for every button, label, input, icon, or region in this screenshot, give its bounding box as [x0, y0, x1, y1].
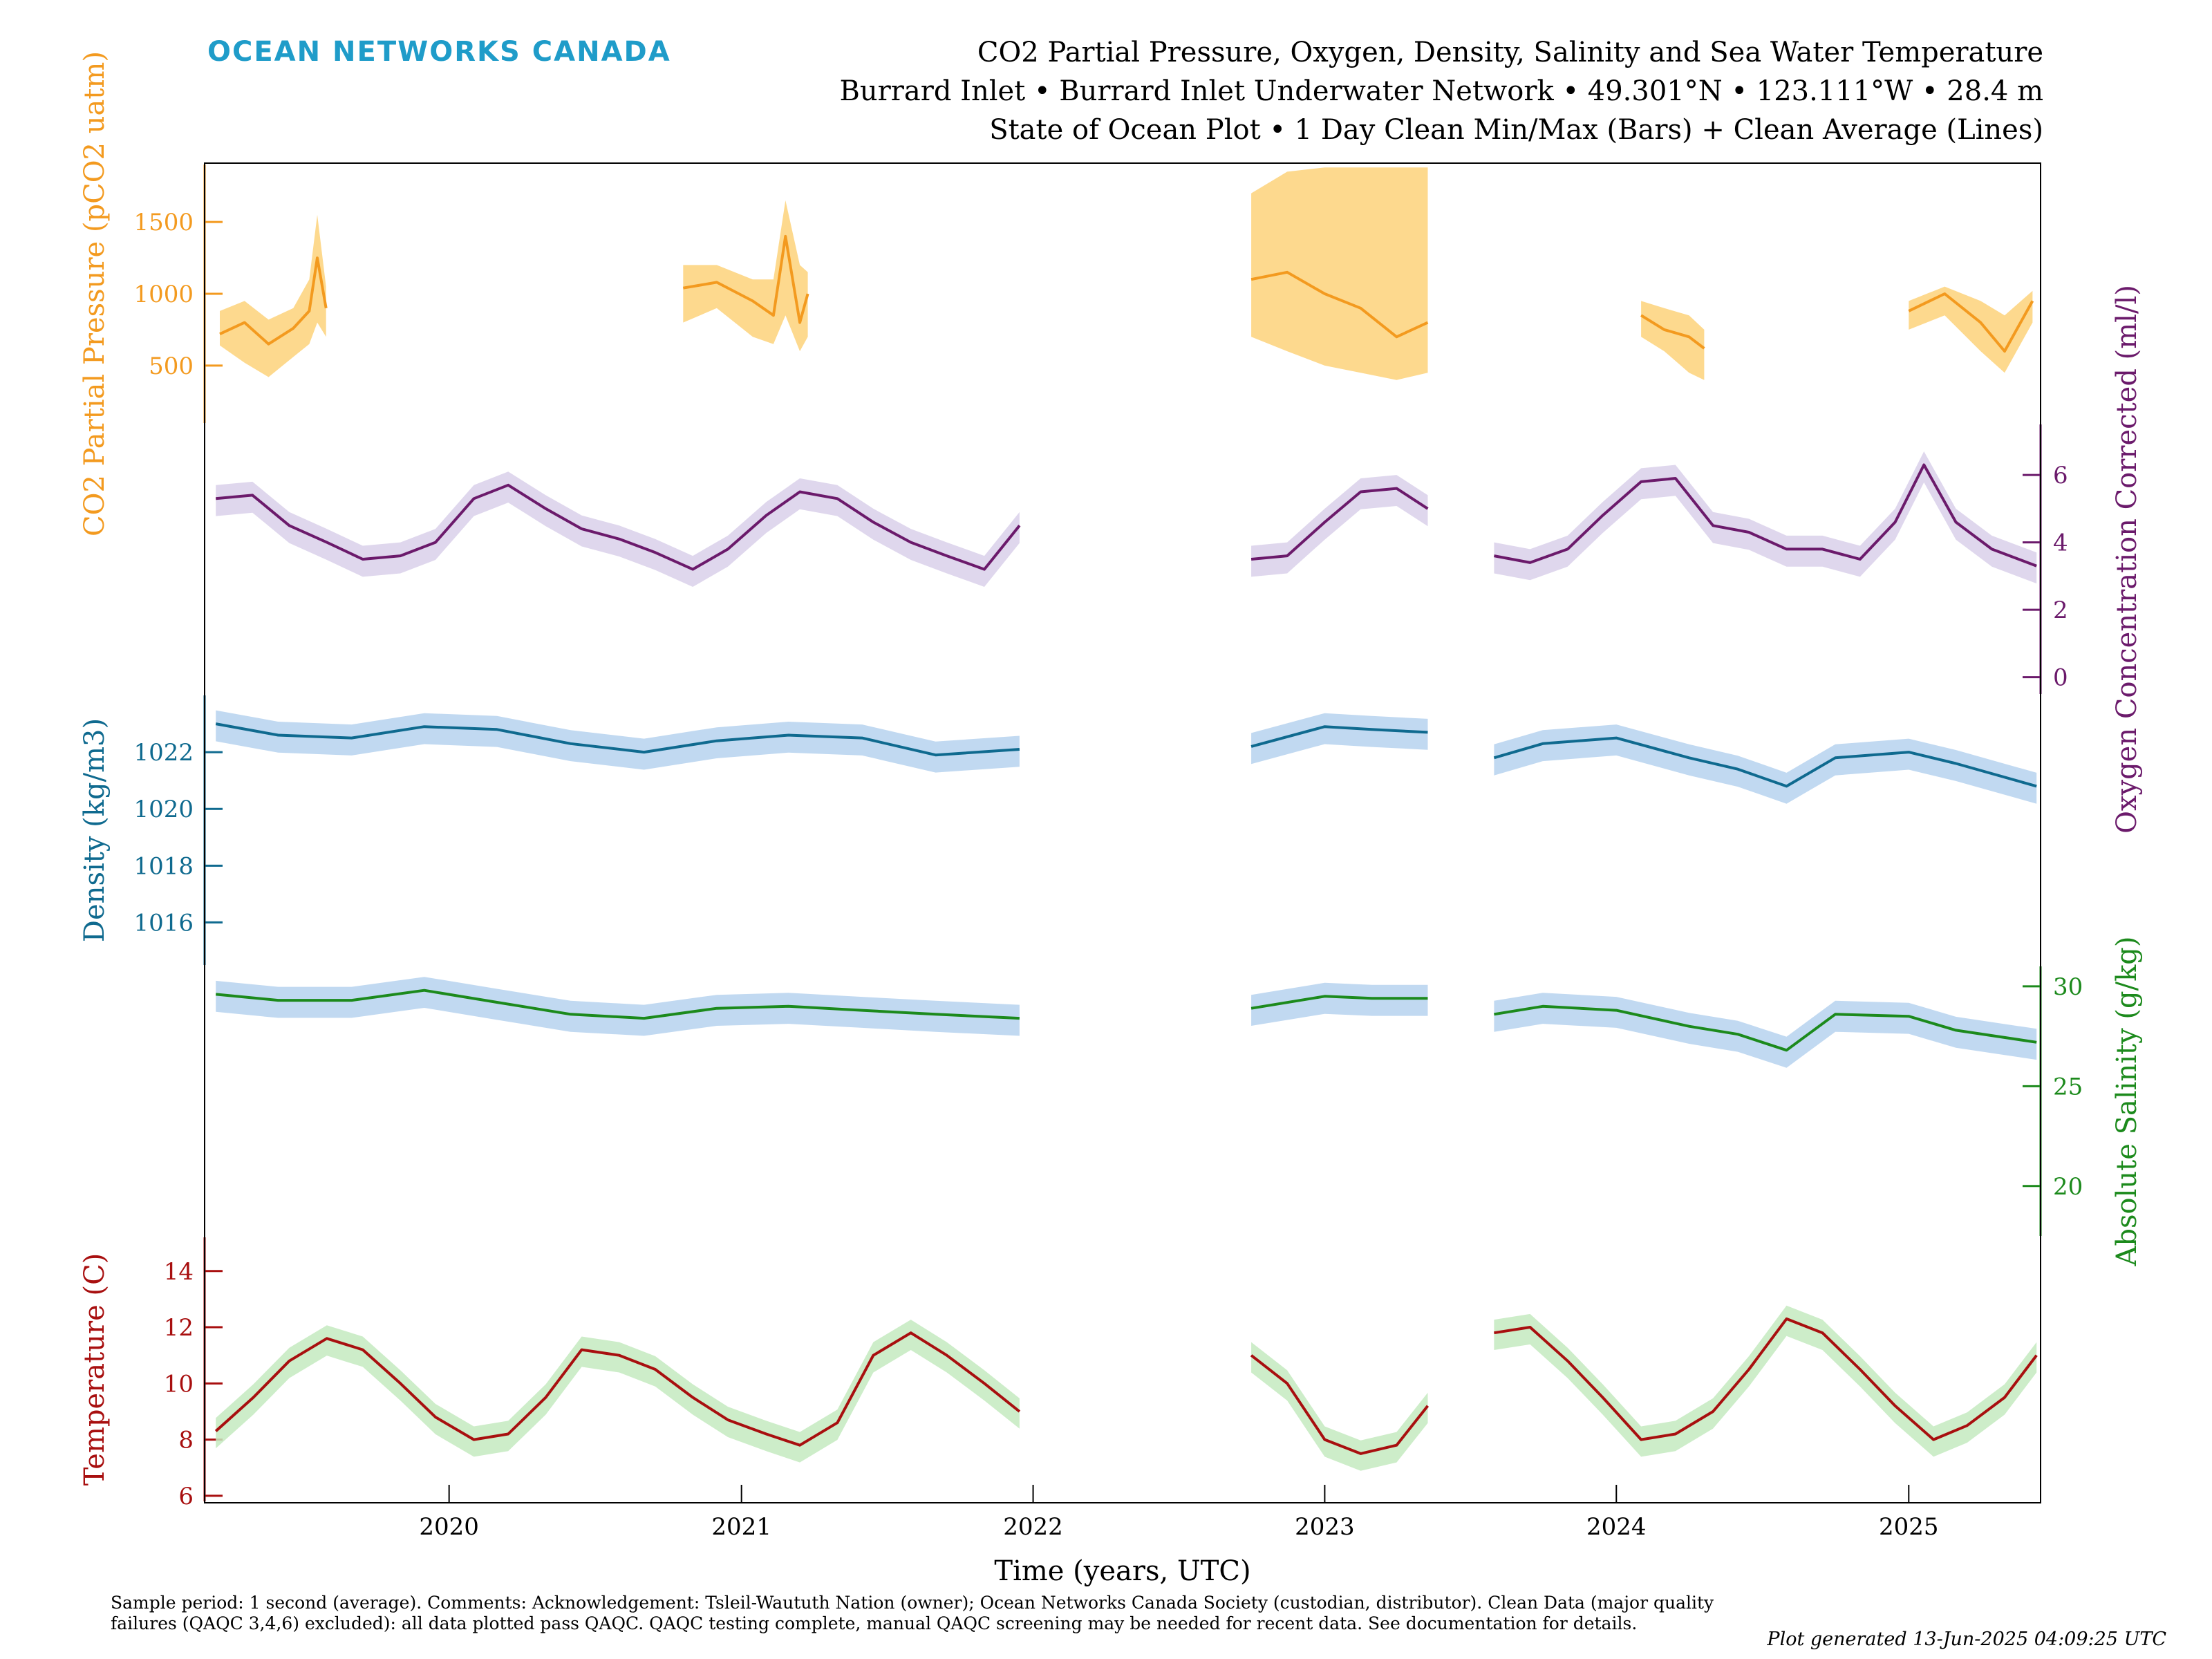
oxygen-axis-label: Oxygen Concentration Corrected (ml/l) — [2111, 285, 2143, 834]
salinity-minmax-band-0 — [216, 977, 1020, 1036]
x-tick-label: 2021 — [711, 1513, 771, 1541]
chart-title: CO2 Partial Pressure, Oxygen, Density, S… — [977, 37, 2043, 68]
oxygen-minmax-band-1 — [1251, 475, 1428, 577]
temperature-average-line-0 — [214, 1331, 1021, 1447]
panel-temperature: 6 8 10 12 14 Temperature (C) — [79, 1237, 2038, 1510]
plot-generated-timestamp: Plot generated 13-Jun-2025 04:09:25 UTC — [1767, 1629, 2166, 1650]
ocean-networks-canada-logo: OCEAN NETWORKS CANADA — [207, 36, 671, 68]
salinity-axis-label: Absolute Salinity (g/kg) — [2111, 936, 2143, 1266]
co2-average-line-0 — [219, 256, 328, 346]
x-tick-label: 2020 — [419, 1513, 479, 1541]
oxygen-minmax-band-2 — [1494, 451, 2037, 584]
temperature-tick-label: 10 — [164, 1370, 194, 1398]
oxygen-minmax-band-0 — [216, 471, 1020, 587]
temperature-average-line-1 — [1250, 1354, 1430, 1455]
plot-area-frame — [204, 162, 2041, 1503]
x-axis-label: Time (years, UTC) — [994, 1555, 1250, 1587]
co2-average-line-2 — [1250, 270, 1429, 339]
oxygen-average-line-0 — [216, 483, 1021, 571]
footnote-text: Sample period: 1 second (average). Comme… — [111, 1593, 1714, 1633]
oxygen-tick-label: 4 — [2053, 529, 2068, 557]
density-average-line-1 — [1250, 725, 1428, 748]
chart-description-line: State of Ocean Plot • 1 Day Clean Min/Ma… — [989, 114, 2043, 146]
co2-average-line-1 — [682, 234, 809, 324]
co2-tick-label: 500 — [149, 353, 194, 380]
oxygen-average-line-1 — [1250, 487, 1429, 561]
chart-panels: 500 1000 1500 CO2 Partial Pressure (pCO2 ua… — [79, 51, 2143, 1510]
density-average-line-2 — [1493, 736, 2037, 788]
x-tick-label: 2025 — [1879, 1513, 1939, 1541]
salinity-tick-label: 30 — [2053, 973, 2083, 1001]
density-minmax-band-0 — [216, 710, 1020, 773]
co2-average-line-4 — [1908, 292, 2034, 353]
chart-location-line: Burrard Inlet • Burrard Inlet Underwater… — [839, 75, 2043, 107]
density-tick-label: 1018 — [133, 852, 194, 880]
density-tick-label: 1020 — [133, 796, 194, 823]
density-tick-label: 1016 — [133, 909, 194, 937]
co2-tick-label: 1000 — [133, 281, 194, 308]
density-average-line-0 — [215, 722, 1020, 757]
temperature-tick-label: 14 — [164, 1258, 194, 1286]
oxygen-tick-label: 2 — [2053, 597, 2068, 624]
co2-minmax-band-4 — [1909, 286, 2033, 373]
temperature-tick-label: 8 — [178, 1427, 194, 1454]
panel-density: 1016 1018 1020 1022 Density (kg/m3) — [79, 695, 2037, 965]
x-tick-label: 2024 — [1586, 1513, 1647, 1541]
salinity-tick-label: 25 — [2053, 1073, 2083, 1100]
temperature-minmax-band-2 — [1494, 1305, 2037, 1457]
x-axis: 2020 2021 2022 2023 2024 2025 — [419, 1485, 1939, 1541]
oxygen-average-line-2 — [1494, 463, 2037, 568]
co2-minmax-band-1 — [683, 200, 808, 352]
co2-axis-label: CO2 Partial Pressure (pCO2 uatm) — [79, 51, 111, 536]
salinity-average-line-1 — [1250, 995, 1428, 1010]
panel-salinity: 20 25 30 Absolute Salinity (g/kg) — [216, 936, 2143, 1267]
panel-co2: 500 1000 1500 CO2 Partial Pressure (pCO2 ua… — [79, 51, 2034, 536]
x-tick-label: 2022 — [1003, 1513, 1063, 1541]
salinity-minmax-band-2 — [1494, 993, 2037, 1068]
co2-minmax-band-0 — [220, 214, 326, 377]
temperature-axis-label: Temperature (C) — [79, 1253, 111, 1486]
density-axis-label: Density (kg/m3) — [79, 718, 111, 942]
oxygen-tick-label: 0 — [2053, 664, 2068, 692]
density-minmax-band-2 — [1494, 724, 2037, 804]
oxygen-tick-label: 6 — [2053, 462, 2068, 489]
co2-minmax-band-3 — [1641, 301, 1705, 380]
co2-tick-label: 1500 — [133, 209, 194, 236]
temperature-average-line-2 — [1494, 1317, 2038, 1441]
x-tick-label: 2023 — [1295, 1513, 1355, 1541]
salinity-average-line-2 — [1494, 1004, 2037, 1052]
temperature-tick-label: 12 — [164, 1314, 194, 1342]
salinity-minmax-band-1 — [1251, 982, 1428, 1026]
temperature-minmax-band-0 — [216, 1320, 1020, 1463]
temperature-minmax-band-1 — [1251, 1342, 1428, 1471]
density-minmax-band-1 — [1251, 713, 1428, 765]
co2-average-line-3 — [1640, 314, 1705, 350]
density-tick-label: 1022 — [133, 739, 194, 767]
temperature-tick-label: 6 — [178, 1483, 194, 1510]
salinity-average-line-0 — [216, 988, 1020, 1020]
salinity-tick-label: 20 — [2053, 1173, 2083, 1201]
